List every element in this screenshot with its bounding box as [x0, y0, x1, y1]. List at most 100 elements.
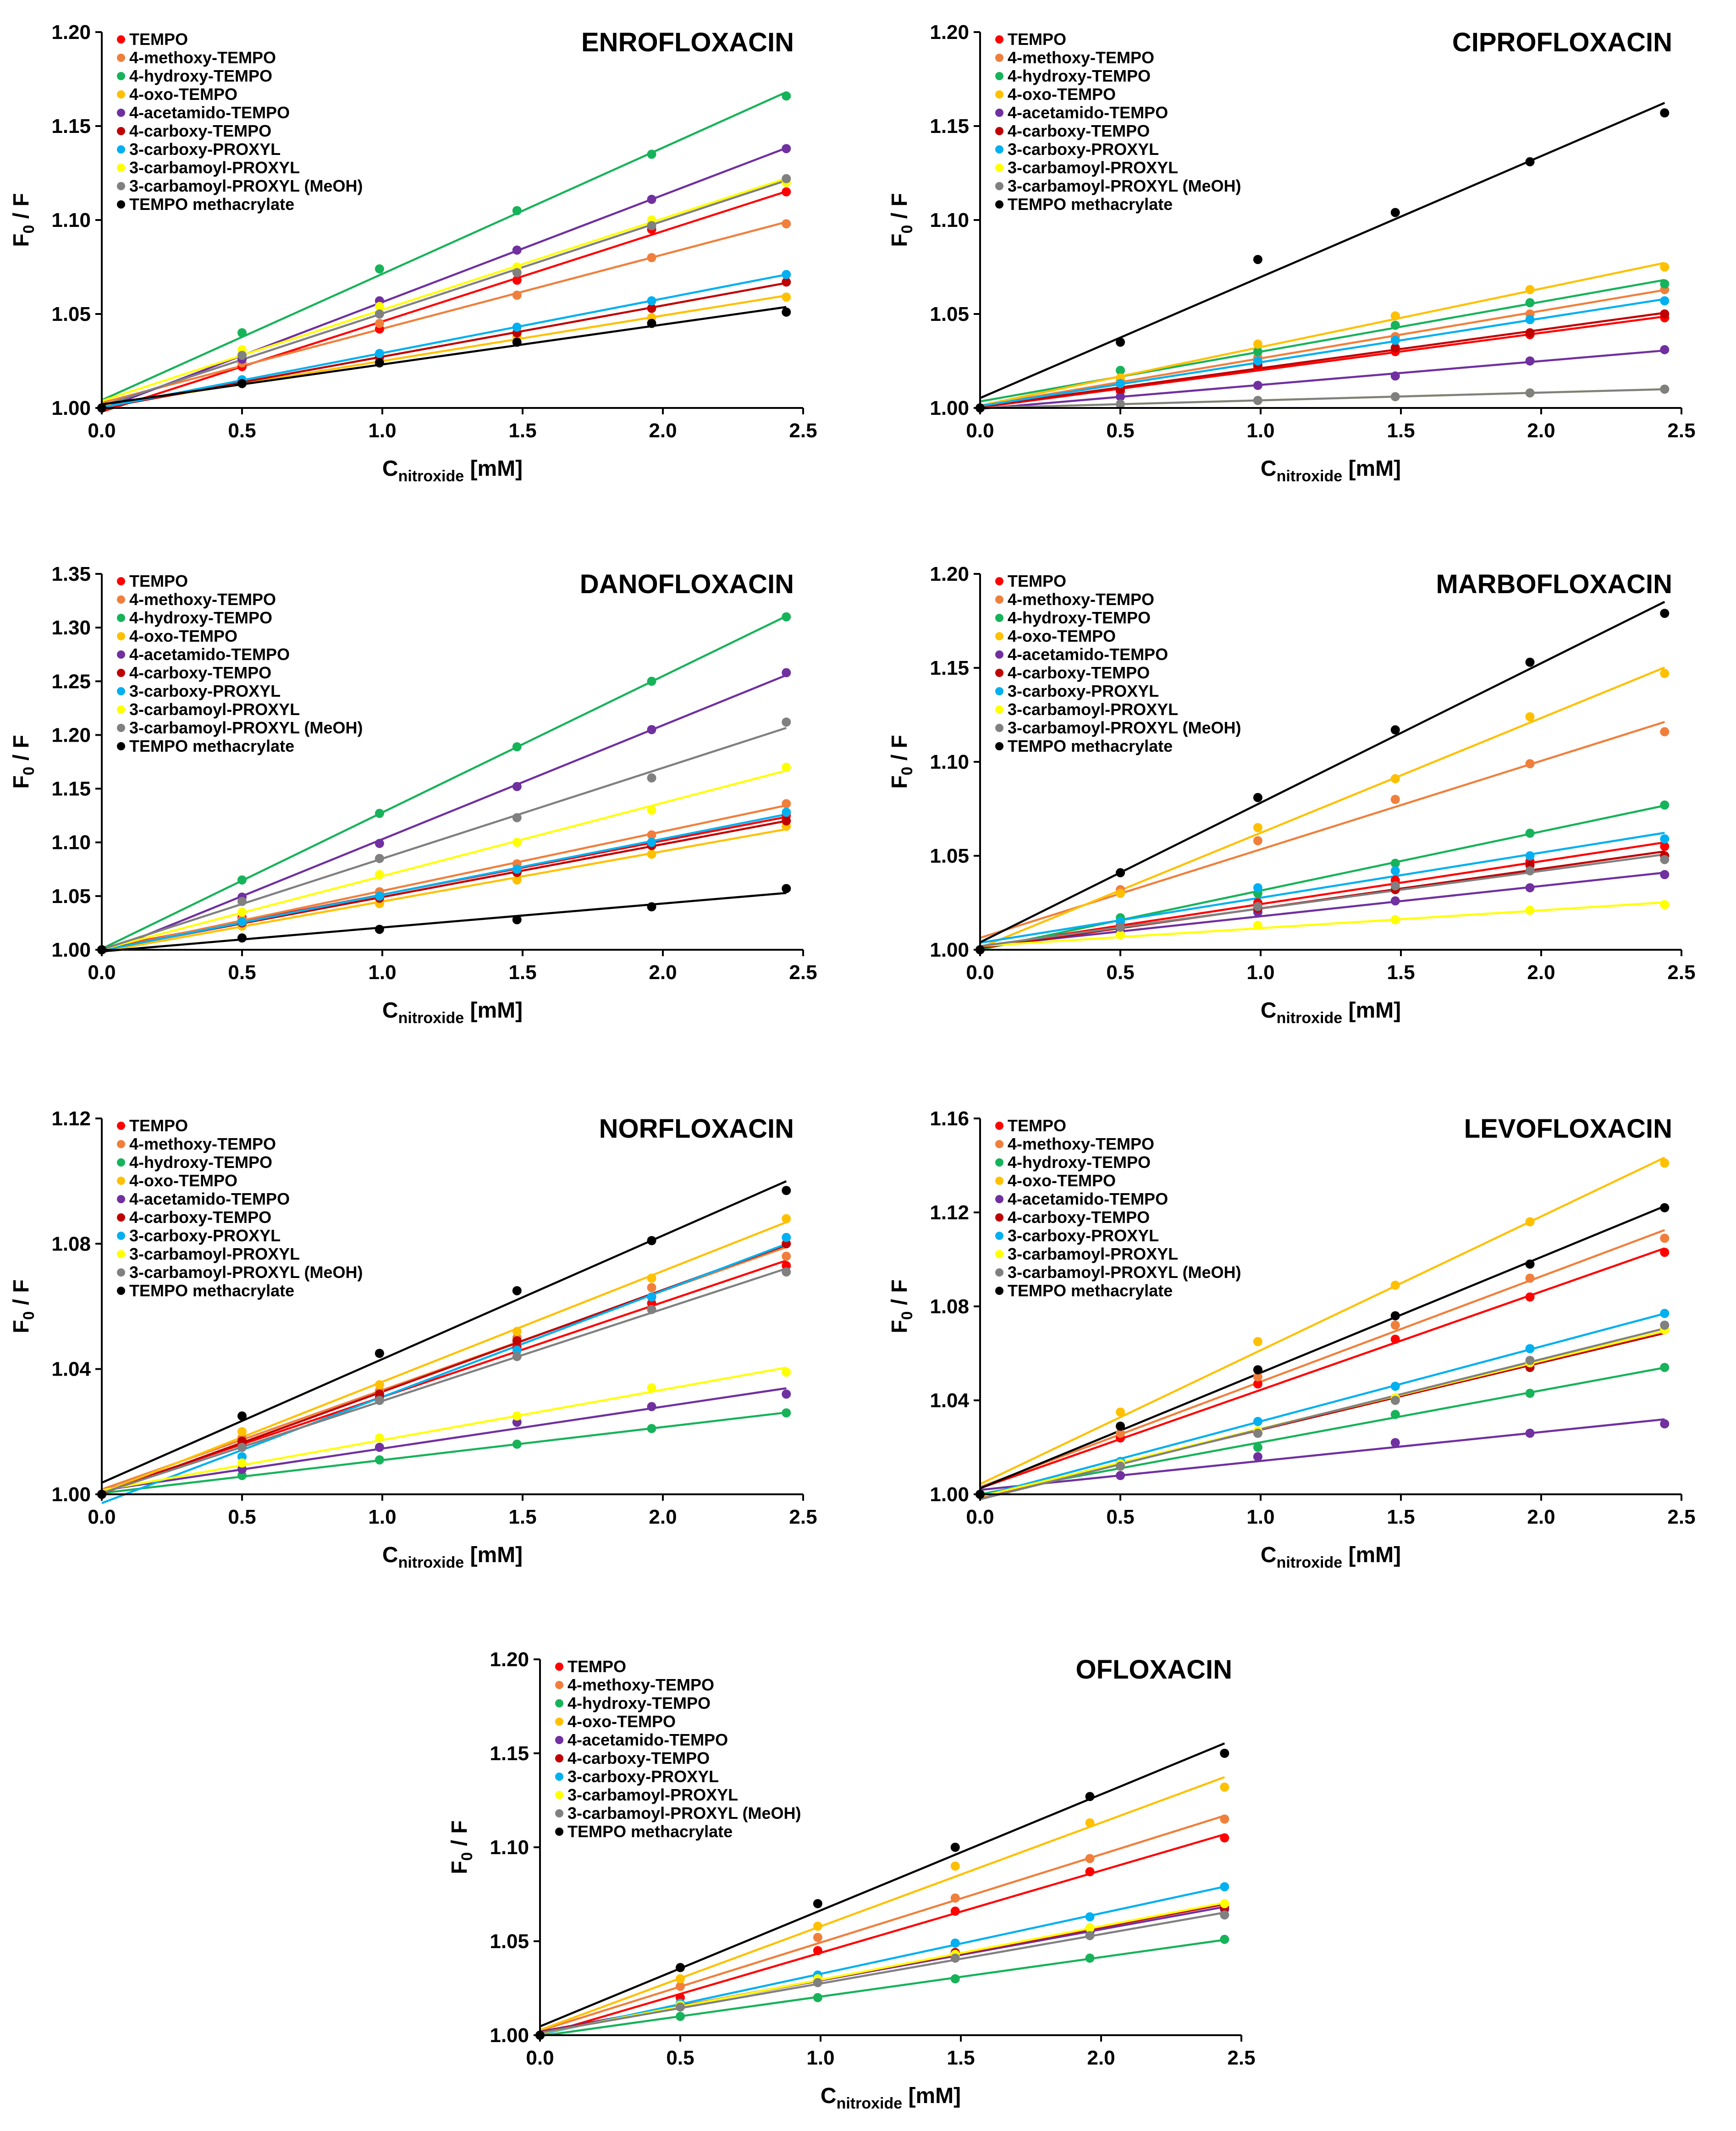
legend-marker-tempo: [995, 577, 1003, 585]
legend-label-4-oxo-tempo: 4-oxo-TEMPO: [1008, 85, 1116, 104]
x-axis-title-unit: [mM]: [1342, 1543, 1401, 1567]
data-point-3-carbamoyl-proxyl-meoh: [1116, 922, 1125, 932]
x-tick-label: 1.0: [806, 2047, 834, 2069]
fit-line-3-carbamoyl-proxyl-meoh: [540, 1911, 1225, 2034]
legend-marker-3-carbamoyl-proxyl-meoh: [117, 1268, 125, 1277]
data-point-4-oxo-tempo: [782, 1214, 791, 1223]
data-point-tempo-methacrylate: [1525, 157, 1535, 166]
x-axis-title-subscript: nitroxide: [1277, 468, 1343, 485]
data-point-tempo: [1253, 1379, 1262, 1389]
data-point-4-methoxy-tempo: [782, 1251, 791, 1261]
data-point-tempo-methacrylate: [676, 1963, 685, 1972]
chart-danofloxacin: 0.0 0.5 1.0 1.5 2.0 2.5 1.00 1.05 1.10 1.15 1.20 1.…: [9, 563, 817, 1027]
x-tick-label: 2.5: [789, 1506, 817, 1528]
legend-label-3-carboxy-proxyl: 3-carboxy-PROXYL: [129, 140, 281, 159]
x-tick-label: 1.0: [1246, 1506, 1274, 1528]
x-tick-label: 2.0: [1527, 1506, 1555, 1528]
data-point-3-carboxy-proxyl: [375, 891, 384, 901]
x-axis-title: Cnitroxide [mM]: [1261, 457, 1401, 485]
data-point-tempo-methacrylate: [950, 1843, 960, 1852]
data-point-3-carboxy-proxyl: [1116, 379, 1125, 388]
x-axis-title: Cnitroxide [mM]: [1261, 1543, 1401, 1571]
y-axis-title-rest: / F: [887, 193, 912, 225]
x-tick-label: 2.0: [1087, 2047, 1115, 2069]
fit-lines: [979, 600, 1665, 951]
fit-line-3-carboxy-proxyl: [540, 1885, 1225, 2036]
data-point-4-methoxy-tempo: [1253, 1372, 1262, 1382]
legend-label-4-hydroxy-tempo: 4-hydroxy-TEMPO: [1008, 1153, 1151, 1172]
legend-label-3-carbamoyl-proxyl: 3-carbamoyl-PROXYL: [1008, 700, 1178, 719]
data-point-4-hydroxy-tempo: [1220, 1934, 1229, 1944]
y-axis-title-subscript: 0: [458, 1852, 476, 1861]
fit-line-3-carbamoyl-proxyl-meoh: [980, 1327, 1665, 1500]
data-point-3-carboxy-proxyl: [1525, 851, 1535, 860]
data-point-4-hydroxy-tempo: [1390, 320, 1400, 330]
data-point-3-carbamoyl-proxyl-meoh: [782, 174, 791, 183]
y-axis-title: F0 / F: [447, 1820, 476, 1874]
data-point-4-oxo-tempo: [1525, 1217, 1535, 1227]
data-point-4-methoxy-tempo: [1390, 795, 1400, 804]
y-tick-label: 1.10: [930, 209, 969, 231]
data-point-4-hydroxy-tempo: [782, 1408, 791, 1418]
x-tick-label: 1.5: [508, 961, 536, 984]
data-point-3-carbamoyl-proxyl: [647, 1383, 656, 1393]
data-point-3-carbamoyl-proxyl: [1085, 1923, 1095, 1933]
data-point-4-acetamido-tempo: [375, 839, 384, 848]
legend-label-4-carboxy-tempo: 4-carboxy-TEMPO: [1008, 121, 1150, 140]
data-point-4-acetamido-tempo: [647, 1402, 656, 1411]
x-axis-title: Cnitroxide [mM]: [382, 1543, 523, 1571]
data-point-4-hydroxy-tempo: [1525, 1388, 1535, 1398]
legend: TEMPO4-methoxy-TEMPO4-hydroxy-TEMPO4-oxo…: [995, 30, 1241, 214]
legend-label-4-acetamido-tempo: 4-acetamido-TEMPO: [1008, 103, 1168, 122]
legend-label-3-carbamoyl-proxyl: 3-carbamoyl-PROXYL: [129, 158, 300, 177]
data-point-4-hydroxy-tempo: [1085, 1953, 1095, 1963]
data-point-3-carbamoyl-proxyl-meoh: [512, 1352, 522, 1361]
data-point-4-carboxy-tempo: [375, 1389, 384, 1399]
x-axis-title-subscript: nitroxide: [398, 1009, 464, 1027]
data-point-4-hydroxy-tempo: [1660, 800, 1670, 810]
x-tick-label: 2.0: [1527, 419, 1555, 442]
data-point-3-carbamoyl-proxyl: [237, 908, 247, 917]
legend-marker-4-acetamido-tempo: [117, 1195, 125, 1203]
data-point-3-carbamoyl-proxyl-meoh: [1525, 866, 1535, 876]
data-point-4-acetamido-tempo: [1253, 1452, 1262, 1461]
data-points: [97, 612, 791, 954]
data-point-4-acetamido-tempo: [375, 1443, 384, 1452]
fit-line-4-oxo-tempo: [101, 828, 787, 953]
data-point-4-acetamido-tempo: [512, 782, 522, 791]
data-point-tempo-methacrylate: [1116, 868, 1125, 877]
data-point-4-hydroxy-tempo: [813, 1993, 822, 2002]
legend-label-3-carboxy-proxyl: 3-carboxy-PROXYL: [129, 1226, 281, 1245]
data-point-tempo-methacrylate: [647, 319, 656, 328]
legend-marker-3-carboxy-proxyl: [117, 145, 125, 154]
legend-marker-3-carbamoyl-proxyl: [117, 164, 125, 172]
y-axis-title-rest: / F: [9, 1279, 33, 1311]
data-point-3-carbamoyl-proxyl-meoh: [375, 854, 384, 863]
data-point-tempo-methacrylate: [375, 1349, 384, 1358]
legend-marker-4-acetamido-tempo: [995, 1195, 1003, 1203]
legend-marker-4-oxo-tempo: [555, 1718, 563, 1726]
x-tick-label: 0.5: [228, 419, 256, 442]
legend-label-3-carboxy-proxyl: 3-carboxy-PROXYL: [1008, 682, 1159, 700]
data-point-3-carboxy-proxyl: [1220, 1882, 1229, 1892]
data-point-tempo-methacrylate: [512, 1286, 522, 1295]
legend-marker-tempo-methacrylate: [117, 1287, 125, 1295]
legend-label-3-carbamoyl-proxyl-meoh: 3-carbamoyl-PROXYL (MeOH): [1008, 1263, 1241, 1282]
legend-marker-tempo: [117, 577, 125, 585]
legend-label-tempo: TEMPO: [568, 1657, 626, 1676]
data-point-tempo-methacrylate: [512, 337, 522, 347]
x-tick-label: 1.5: [947, 2047, 975, 2069]
legend-label-tempo: TEMPO: [1008, 1116, 1066, 1135]
legend-marker-4-hydroxy-tempo: [117, 72, 125, 80]
legend-marker-4-hydroxy-tempo: [995, 72, 1003, 80]
legend-label-4-hydroxy-tempo: 4-hydroxy-TEMPO: [129, 1153, 272, 1172]
legend-label-4-methoxy-tempo: 4-methoxy-TEMPO: [568, 1675, 714, 1694]
legend-marker-3-carbamoyl-proxyl-meoh: [995, 724, 1003, 732]
fit-line-tempo: [980, 1247, 1665, 1489]
fit-line-3-carbamoyl-proxyl: [540, 1901, 1225, 2035]
y-tick-label: 1.04: [51, 1358, 91, 1381]
data-point-3-carboxy-proxyl: [782, 270, 791, 279]
data-point-4-oxo-tempo: [1525, 712, 1535, 721]
data-point-3-carbamoyl-proxyl-meoh: [1390, 1396, 1400, 1405]
legend-label-4-acetamido-tempo: 4-acetamido-TEMPO: [129, 645, 290, 664]
